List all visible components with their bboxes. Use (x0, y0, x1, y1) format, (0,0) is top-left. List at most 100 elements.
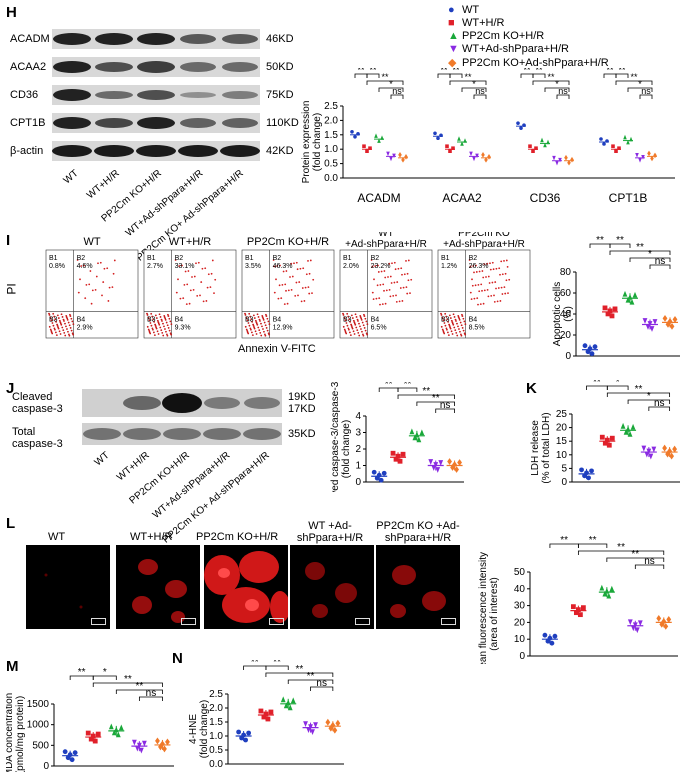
blot-row-label: CPT1B (10, 117, 46, 129)
data-point (313, 722, 318, 728)
data-point (599, 584, 605, 591)
flow-event (446, 318, 449, 321)
data-point (113, 726, 119, 733)
flow-event (366, 333, 369, 336)
flow-event (400, 267, 403, 270)
blot-lane-label: WT+H/R (115, 450, 153, 484)
sig-label: ns (558, 86, 568, 96)
flow-event (344, 319, 347, 322)
flow-quadrant-label: B1 (441, 255, 450, 262)
flow-event (456, 322, 458, 325)
flow-event (261, 316, 264, 319)
flow-event (83, 264, 85, 267)
flow-event (403, 273, 406, 276)
flow-event (252, 314, 255, 317)
flow-event (107, 300, 110, 302)
sig-label: ** (369, 68, 377, 75)
flow-event (303, 300, 306, 302)
flow-event (507, 292, 509, 295)
flow-event (364, 317, 367, 320)
flow-quadrant-value: 6.5% (371, 325, 387, 332)
sig-label: ns (146, 688, 157, 699)
flow-quadrant-label: B3 (245, 317, 254, 324)
chart-m: 0 500 1000 1500 MDA concentration(pmol/mg pr… (6, 668, 174, 772)
y-tick-label: 0 (43, 761, 49, 772)
data-point (667, 447, 673, 455)
flow-quadrant-label: B3 (441, 317, 450, 324)
flow-event (349, 334, 352, 337)
y-axis-label: (%) (563, 306, 574, 322)
y-axis-label: (fold change) (312, 113, 323, 171)
flow-event (505, 259, 508, 262)
flow-event (71, 320, 74, 323)
flow-event (185, 303, 188, 306)
sig-label: ns (475, 86, 485, 96)
panel-label-l: L (6, 515, 16, 532)
data-point (575, 607, 581, 613)
flow-event (381, 303, 384, 306)
flow-event (66, 328, 68, 330)
flow-event (487, 295, 490, 298)
flow-event (347, 315, 350, 318)
data-point (627, 430, 633, 437)
sig-label: ** (535, 68, 543, 75)
flow-event (285, 270, 288, 272)
flow-event (54, 328, 56, 331)
sig-bracket (366, 80, 404, 85)
flow-event (56, 314, 59, 317)
sig-bracket (532, 80, 570, 85)
y-axis-label: (area of interest) (489, 577, 500, 650)
data-point (646, 448, 652, 455)
flow-event (60, 323, 63, 326)
flow-event (149, 322, 152, 324)
data-point (390, 450, 396, 456)
flow-event (506, 266, 509, 268)
flow-event (59, 333, 62, 335)
flow-event (182, 297, 185, 300)
data-point (519, 126, 523, 130)
data-point (662, 315, 668, 322)
data-point (625, 425, 631, 432)
flow-event (89, 270, 92, 272)
flow-event (159, 316, 162, 318)
data-point (484, 157, 488, 163)
flow-event (493, 294, 495, 297)
flow-event (407, 279, 410, 282)
y-axis-label: (pmol/mg protein) (15, 696, 26, 772)
data-point (555, 160, 559, 166)
data-point (623, 134, 627, 140)
flow-event (273, 291, 276, 294)
flow-event (210, 272, 213, 275)
flow-event (281, 283, 284, 286)
sig-label: ** (124, 674, 132, 685)
flow-event (247, 322, 250, 324)
flow-event (262, 328, 264, 330)
flow-event (156, 330, 159, 333)
flow-event (380, 270, 383, 273)
data-point (609, 313, 615, 319)
data-point (134, 745, 140, 752)
flow-event (348, 318, 351, 321)
flow-event (473, 271, 475, 274)
data-point (350, 130, 354, 134)
flow-event (90, 302, 93, 305)
flow-event (64, 334, 67, 337)
sig-label: ** (618, 68, 626, 75)
flow-event (451, 321, 454, 324)
y-tick-label: 2 (355, 444, 361, 455)
flow-event (373, 278, 375, 281)
data-point (328, 724, 334, 732)
flow-event (445, 315, 448, 318)
flow-event (448, 325, 451, 327)
flow-event (350, 314, 353, 317)
flow-event (158, 323, 161, 326)
flow-event (449, 327, 452, 330)
y-tick-label: 1.0 (209, 731, 223, 742)
flow-event (485, 276, 487, 278)
flow-event (191, 276, 193, 278)
flow-event (461, 315, 464, 317)
flow-event (390, 282, 393, 284)
y-tick-label: 0.0 (324, 173, 338, 184)
y-tick-label: 15 (556, 436, 568, 447)
y-axis-label: 4-HNE (188, 714, 199, 744)
